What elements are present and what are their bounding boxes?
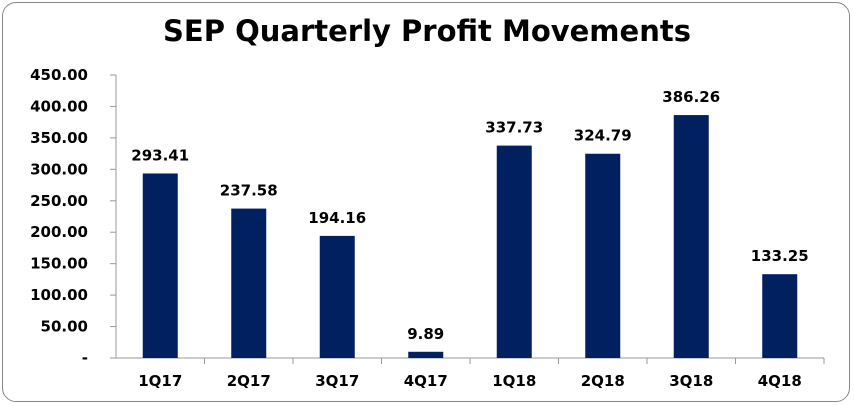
bar-2Q18 <box>585 153 621 358</box>
chart-frame <box>2 2 850 402</box>
data-label: 9.89 <box>407 325 444 343</box>
bar-4Q17 <box>408 351 444 358</box>
y-tick-label: 450.00 <box>30 66 88 84</box>
data-label: 293.41 <box>131 146 189 164</box>
x-tick-label: 4Q17 <box>404 372 448 390</box>
y-tick-label: 400.00 <box>30 97 88 115</box>
data-label: 337.73 <box>485 119 543 137</box>
y-tick-label: 200.00 <box>30 223 88 241</box>
x-tick-label: 4Q18 <box>758 372 802 390</box>
chart-title: SEP Quarterly Profit Movements <box>163 14 691 48</box>
y-tick-label: 350.00 <box>30 129 88 147</box>
y-tick-label: 50.00 <box>41 318 88 336</box>
y-tick-label: 150.00 <box>30 255 88 273</box>
data-label: 194.16 <box>308 209 366 227</box>
data-label: 237.58 <box>220 182 278 200</box>
x-tick-label: 3Q17 <box>315 372 359 390</box>
data-label: 386.26 <box>662 88 720 106</box>
x-tick-label: 2Q17 <box>227 372 271 390</box>
x-tick-label: 2Q18 <box>581 372 625 390</box>
y-tick-label: 250.00 <box>30 192 88 210</box>
y-tick-label: 100.00 <box>30 286 88 304</box>
bar-3Q17 <box>319 235 355 358</box>
x-tick-label: 1Q17 <box>138 372 182 390</box>
y-tick-label: - <box>82 349 88 367</box>
bar-3Q18 <box>673 115 709 358</box>
data-label: 324.79 <box>574 127 632 145</box>
data-label: 133.25 <box>751 247 809 265</box>
x-tick-label: 3Q18 <box>669 372 713 390</box>
bar-4Q18 <box>762 274 798 358</box>
bar-1Q17 <box>142 173 178 358</box>
x-tick-label: 1Q18 <box>492 372 536 390</box>
bar-1Q18 <box>496 145 532 358</box>
bar-2Q17 <box>231 208 267 358</box>
y-tick-label: 300.00 <box>30 160 88 178</box>
